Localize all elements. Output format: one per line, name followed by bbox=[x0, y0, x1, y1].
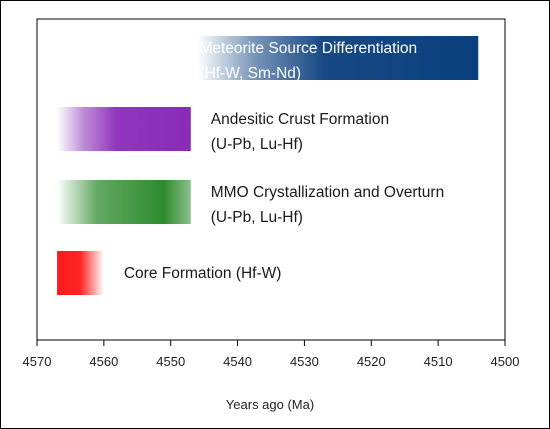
x-tick-label: 4540 bbox=[223, 354, 252, 369]
bar-method-label-meteorite: (Hf-W, Sm-Nd) bbox=[199, 65, 301, 82]
bar-meteorite bbox=[197, 36, 479, 80]
x-tick-label: 4570 bbox=[23, 354, 52, 369]
x-tick-label: 4560 bbox=[89, 354, 118, 369]
x-tick-label: 4520 bbox=[357, 354, 386, 369]
bar-label-mmo: MMO Crystallization and Overturn bbox=[211, 184, 444, 201]
x-tick-label: 4510 bbox=[424, 354, 453, 369]
bar-labels-layer: Meteorite Source Differentiation (Hf-W, S… bbox=[124, 40, 444, 282]
plot-area bbox=[36, 18, 506, 341]
bar-core bbox=[57, 251, 104, 295]
bar-label-meteorite: Meteorite Source Differentiation bbox=[199, 40, 417, 57]
bars-layer bbox=[57, 36, 479, 295]
x-axis-title: Years ago (Ma) bbox=[226, 397, 314, 412]
x-axis-ticks: 4570 4560 4550 4540 4530 4520 4510 4500 bbox=[23, 340, 520, 369]
bar-method-label-andesitic: (U-Pb, Lu-Hf) bbox=[211, 136, 303, 153]
x-tick-label: 4530 bbox=[290, 354, 319, 369]
bar-label-andesitic: Andesitic Crust Formation bbox=[211, 111, 389, 128]
x-tick-label: 4550 bbox=[156, 354, 185, 369]
bar-method-label-mmo: (U-Pb, Lu-Hf) bbox=[211, 209, 303, 226]
x-tick-label: 4500 bbox=[491, 354, 520, 369]
bar-andesitic bbox=[57, 107, 191, 151]
bar-label-core: Core Formation (Hf-W) bbox=[124, 265, 282, 282]
bar-mmo bbox=[57, 180, 191, 224]
